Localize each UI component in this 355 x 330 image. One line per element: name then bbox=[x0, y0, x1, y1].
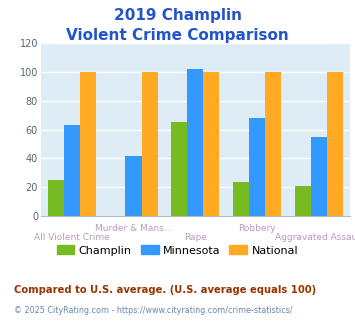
Legend: Champlin, Minnesota, National: Champlin, Minnesota, National bbox=[52, 241, 303, 260]
Bar bbox=[295, 186, 311, 216]
Text: Murder & Mans...: Murder & Mans... bbox=[95, 224, 172, 233]
Bar bbox=[249, 118, 265, 216]
Bar bbox=[187, 69, 203, 216]
Bar bbox=[142, 72, 158, 216]
Text: © 2025 CityRating.com - https://www.cityrating.com/crime-statistics/: © 2025 CityRating.com - https://www.city… bbox=[14, 306, 293, 315]
Text: Compared to U.S. average. (U.S. average equals 100): Compared to U.S. average. (U.S. average … bbox=[14, 285, 316, 295]
Text: Aggravated Assault: Aggravated Assault bbox=[274, 233, 355, 242]
Text: Robbery: Robbery bbox=[238, 224, 276, 233]
Bar bbox=[64, 125, 80, 216]
Bar bbox=[80, 72, 96, 216]
Bar bbox=[327, 72, 343, 216]
Text: Rape: Rape bbox=[184, 233, 207, 242]
Bar bbox=[311, 137, 327, 216]
Text: All Violent Crime: All Violent Crime bbox=[34, 233, 110, 242]
Bar bbox=[233, 182, 249, 216]
Bar bbox=[171, 122, 187, 216]
Bar bbox=[125, 155, 142, 216]
Bar bbox=[203, 72, 219, 216]
Text: 2019 Champlin: 2019 Champlin bbox=[114, 8, 241, 23]
Bar bbox=[48, 180, 64, 216]
Bar bbox=[265, 72, 281, 216]
Text: Violent Crime Comparison: Violent Crime Comparison bbox=[66, 28, 289, 43]
